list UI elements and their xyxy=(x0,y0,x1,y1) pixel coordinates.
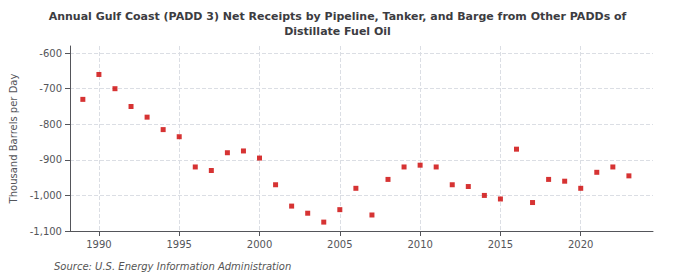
svg-text:-1,000: -1,000 xyxy=(30,190,62,201)
svg-text:-700: -700 xyxy=(39,83,62,94)
svg-text:-600: -600 xyxy=(39,48,62,59)
svg-text:Distillate Fuel Oil: Distillate Fuel Oil xyxy=(284,25,391,38)
svg-text:Source: U.S. Energy Informatio: Source: U.S. Energy Information Administ… xyxy=(54,261,291,272)
svg-text:1990: 1990 xyxy=(86,239,111,250)
svg-text:2020: 2020 xyxy=(568,239,593,250)
svg-text:1995: 1995 xyxy=(166,239,191,250)
svg-text:2010: 2010 xyxy=(407,239,432,250)
svg-text:-900: -900 xyxy=(39,154,62,165)
svg-text:-800: -800 xyxy=(39,119,62,130)
svg-text:2005: 2005 xyxy=(327,239,352,250)
svg-text:Thousand Barrels per Day: Thousand Barrels per Day xyxy=(8,74,19,205)
svg-text:-1,100: -1,100 xyxy=(30,226,62,237)
svg-text:2015: 2015 xyxy=(488,239,513,250)
svg-text:Annual Gulf Coast (PADD 3) Net: Annual Gulf Coast (PADD 3) Net Receipts … xyxy=(49,10,627,23)
svg-text:2000: 2000 xyxy=(247,239,272,250)
